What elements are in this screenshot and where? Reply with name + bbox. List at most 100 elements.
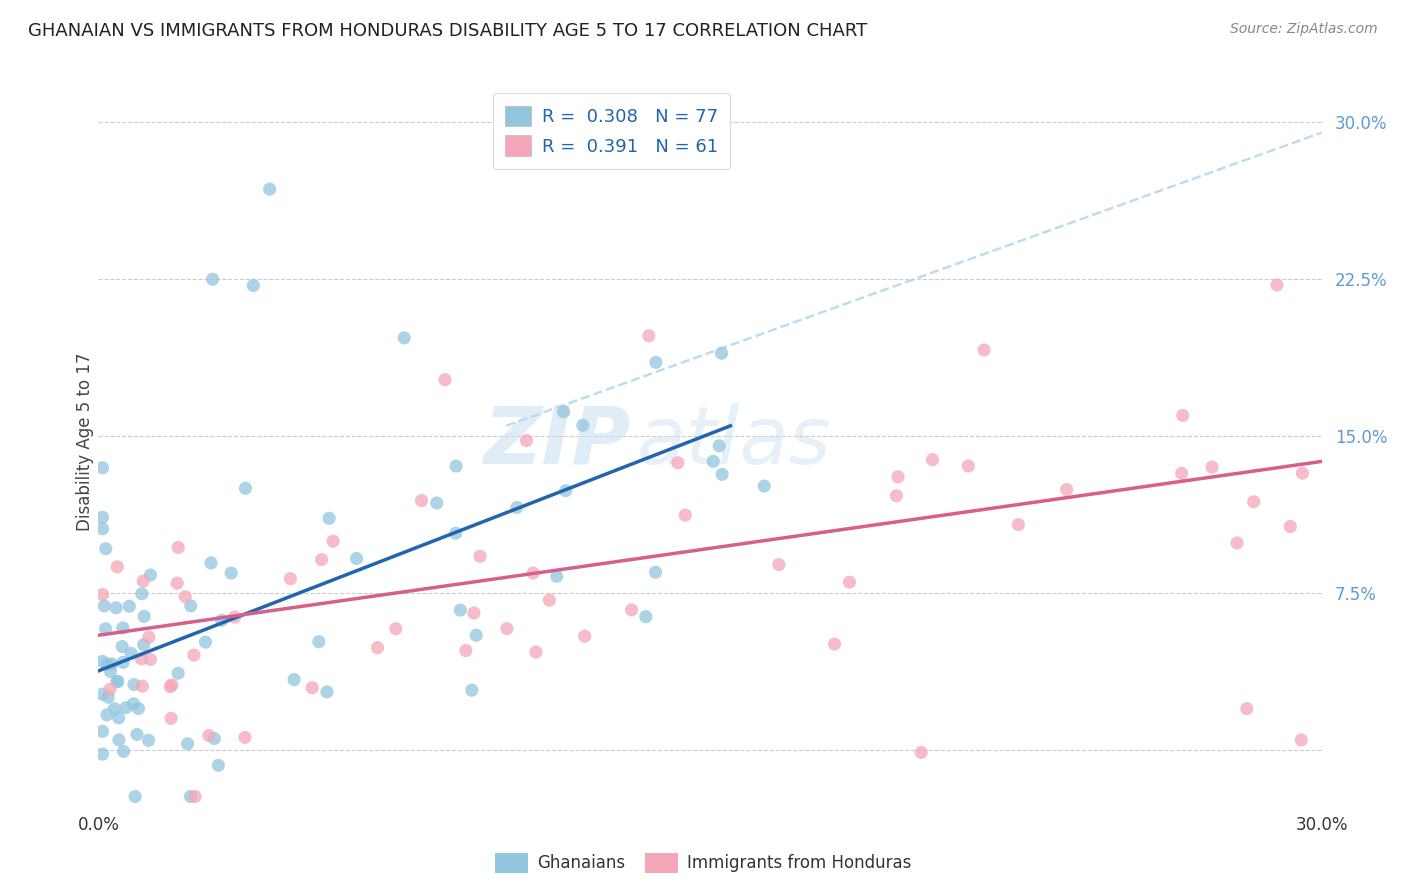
Point xyxy=(426,496,449,510)
Legend: Ghanaians, Immigrants from Honduras: Ghanaians, Immigrants from Honduras xyxy=(488,847,918,880)
Point xyxy=(167,541,190,555)
Point xyxy=(434,373,457,387)
Point xyxy=(97,690,120,705)
Point xyxy=(461,683,484,698)
Point xyxy=(283,673,305,687)
Point xyxy=(316,685,339,699)
Point xyxy=(711,467,734,482)
Point xyxy=(468,549,491,564)
Point xyxy=(122,677,145,691)
Point xyxy=(973,343,995,357)
Point xyxy=(202,731,225,746)
Point xyxy=(131,652,153,666)
Text: ZIP: ZIP xyxy=(484,402,630,481)
Point xyxy=(122,697,145,711)
Point xyxy=(1243,495,1265,509)
Text: atlas: atlas xyxy=(637,402,831,481)
Point xyxy=(644,566,666,580)
Point xyxy=(522,566,544,580)
Point xyxy=(1201,460,1223,475)
Point xyxy=(367,640,389,655)
Point xyxy=(184,789,207,804)
Point xyxy=(124,789,146,804)
Point xyxy=(280,572,302,586)
Point xyxy=(91,510,114,524)
Point xyxy=(201,272,224,286)
Point xyxy=(103,701,125,715)
Point xyxy=(180,599,202,613)
Point xyxy=(91,747,114,761)
Point xyxy=(134,609,156,624)
Point xyxy=(91,724,114,739)
Point xyxy=(179,789,201,804)
Point xyxy=(465,628,488,642)
Point xyxy=(301,681,323,695)
Point xyxy=(167,666,190,681)
Point xyxy=(463,606,485,620)
Point xyxy=(108,732,131,747)
Point xyxy=(311,552,333,566)
Point xyxy=(754,479,776,493)
Point xyxy=(1265,278,1288,293)
Point xyxy=(138,733,160,747)
Point xyxy=(308,634,330,648)
Point xyxy=(120,646,142,660)
Point xyxy=(259,182,281,196)
Point xyxy=(496,622,519,636)
Point xyxy=(710,346,733,360)
Point xyxy=(111,621,134,635)
Point xyxy=(506,500,529,515)
Point xyxy=(1279,519,1302,533)
Point xyxy=(194,635,217,649)
Point xyxy=(96,707,118,722)
Point xyxy=(910,746,932,760)
Point xyxy=(444,526,467,541)
Point xyxy=(1291,467,1313,481)
Point xyxy=(385,622,408,636)
Point xyxy=(666,456,689,470)
Point xyxy=(112,656,135,670)
Point xyxy=(637,328,661,343)
Point xyxy=(107,711,129,725)
Point xyxy=(132,638,155,652)
Point xyxy=(127,701,149,715)
Point xyxy=(91,687,114,701)
Legend: R =  0.308   N = 77, R =  0.391   N = 61: R = 0.308 N = 77, R = 0.391 N = 61 xyxy=(492,93,730,169)
Point xyxy=(673,508,696,523)
Point xyxy=(620,603,643,617)
Point xyxy=(886,489,908,503)
Point xyxy=(554,483,576,498)
Point xyxy=(100,657,122,671)
Point xyxy=(91,460,114,475)
Point xyxy=(516,434,538,448)
Point xyxy=(538,593,561,607)
Point xyxy=(1226,536,1249,550)
Text: Source: ZipAtlas.com: Source: ZipAtlas.com xyxy=(1230,22,1378,37)
Point xyxy=(94,541,117,556)
Point xyxy=(572,418,595,433)
Point xyxy=(131,587,153,601)
Point xyxy=(159,680,181,694)
Point xyxy=(166,576,188,591)
Point xyxy=(887,470,910,484)
Point xyxy=(139,568,162,582)
Point xyxy=(1007,517,1029,532)
Point xyxy=(160,711,183,725)
Point xyxy=(174,590,197,604)
Point xyxy=(224,610,246,624)
Point xyxy=(444,459,467,474)
Point xyxy=(125,727,148,741)
Point xyxy=(1171,409,1194,423)
Point xyxy=(921,452,943,467)
Point xyxy=(100,665,122,679)
Point xyxy=(838,575,860,590)
Point xyxy=(454,643,477,657)
Point xyxy=(160,678,183,692)
Point xyxy=(634,609,657,624)
Point xyxy=(1291,733,1313,747)
Point xyxy=(183,648,205,662)
Point xyxy=(346,551,368,566)
Point xyxy=(105,674,128,689)
Point xyxy=(574,629,596,643)
Point xyxy=(138,630,160,644)
